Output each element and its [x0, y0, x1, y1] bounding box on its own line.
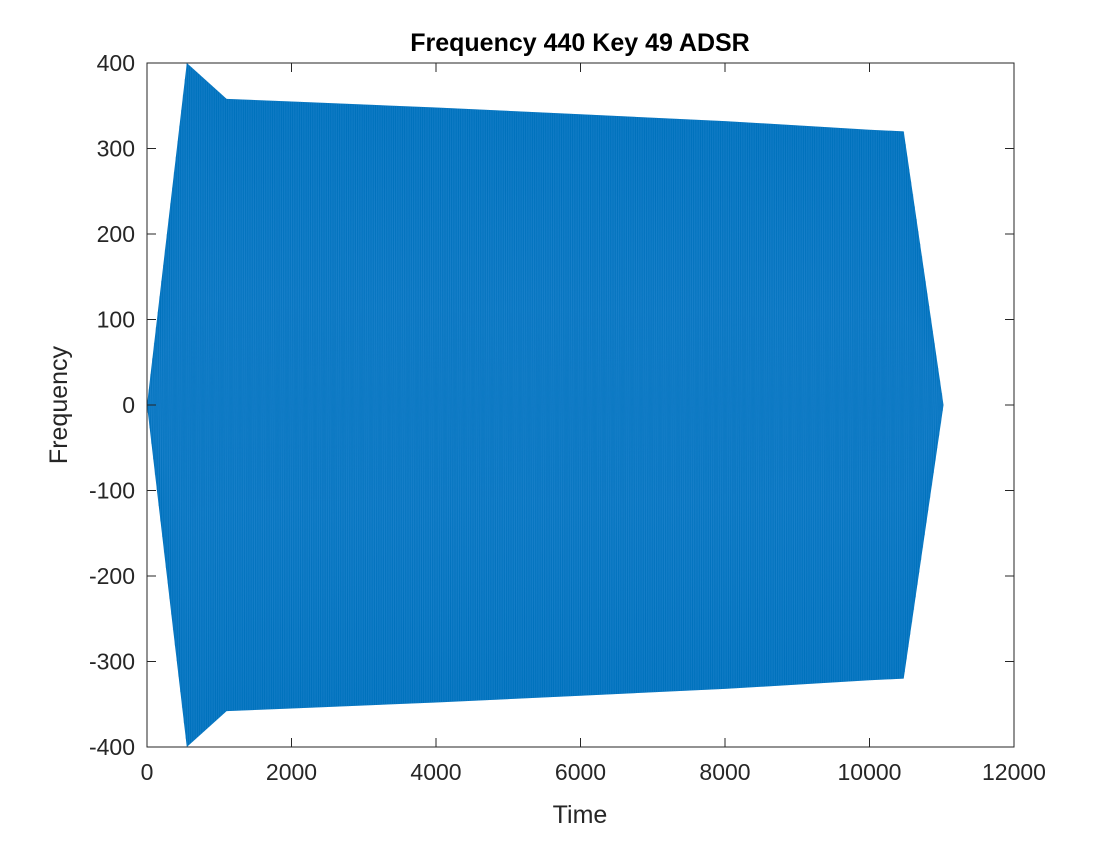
y-axis: -400 -300 -200 -100 0 100 200 300 400: [89, 50, 1014, 760]
x-tick-label: 2000: [266, 759, 317, 785]
y-tick-label: -400: [89, 734, 135, 760]
plot-area: [146, 63, 944, 747]
x-axis: 0 2000 4000 6000 8000 10000 12000: [141, 63, 1046, 785]
y-tick-label: 0: [122, 392, 135, 418]
x-tick-label: 12000: [982, 759, 1046, 785]
x-axis-label: Time: [553, 801, 608, 829]
x-tick-label: 10000: [838, 759, 902, 785]
y-tick-label: 200: [97, 221, 135, 247]
y-tick-label: 100: [97, 307, 135, 333]
y-tick-label: -200: [89, 563, 135, 589]
y-tick-label: -100: [89, 478, 135, 504]
x-tick-label: 0: [141, 759, 154, 785]
waveform-line: [146, 63, 943, 747]
y-tick-label: 400: [97, 50, 135, 76]
x-tick-label: 8000: [699, 759, 750, 785]
x-tick-label: 6000: [555, 759, 606, 785]
x-tick-label: 4000: [410, 759, 461, 785]
y-tick-label: -300: [89, 649, 135, 675]
y-axis-label: Frequency: [45, 345, 73, 464]
y-tick-label: 300: [97, 136, 135, 162]
chart-title: Frequency 440 Key 49 ADSR: [410, 29, 750, 57]
